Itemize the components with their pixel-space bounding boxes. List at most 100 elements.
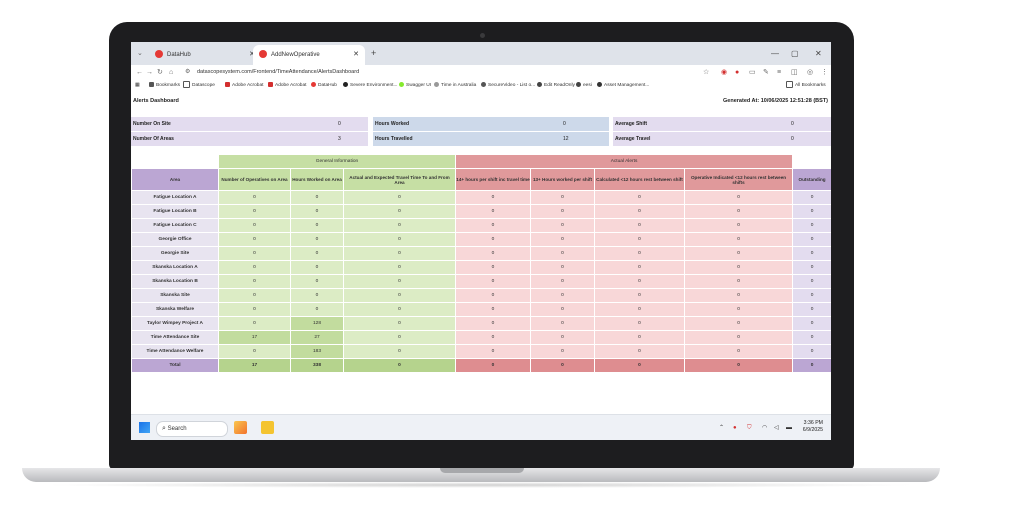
all-bookmarks[interactable]: All Bookmarks [786,80,826,92]
table-cell: 0 [455,302,531,317]
table-cell: 0 [683,246,794,261]
pen-extension-icon[interactable]: ✎ [763,69,769,76]
bookmark-adobe-acrobat-1[interactable]: Adobe Acrobat [225,80,263,92]
bookmark-severe-environment[interactable]: Severe Environment... [343,80,397,92]
table-cell: 128 [290,316,344,331]
back-icon[interactable]: ← [136,69,143,76]
bookmark-datahub[interactable]: DataHub [311,80,337,92]
area-name-cell: Skanska Location B [131,274,219,289]
table-cell: 0 [218,190,291,205]
battery-icon[interactable]: ▬ [786,425,792,431]
table-cell: 0 [455,344,531,359]
maximize-icon[interactable]: ▢ [791,49,799,58]
bookmark-edit-readonly[interactable]: Edit ReadOnly [537,80,575,92]
close-tab-icon[interactable]: ✕ [353,51,359,58]
page-content: Alerts Dashboard Generated At: 10/06/202… [131,92,831,414]
column-header-area[interactable]: Area [131,168,219,191]
column-header[interactable]: Hours Worked on Area [290,168,344,191]
home-icon[interactable]: ⌂ [169,69,174,76]
wifi-icon[interactable]: ◠ [762,425,768,431]
close-tab-icon[interactable]: ✕ [249,45,255,65]
table-cell: 0 [594,288,685,303]
table-cell: 0 [683,274,794,289]
table-cell: 17 [218,330,291,345]
table-cell: 0 [792,288,831,303]
total-cell: 0 [343,358,456,373]
summary-value: 12 [561,132,609,146]
area-name-cell: Time Attendance Welfare [131,344,219,359]
table-cell: 0 [530,218,595,233]
table-cell: 0 [594,218,685,233]
browser-menu-icon[interactable]: ⋮ [821,69,828,76]
area-name-cell: Skanska Welfare [131,302,219,317]
asset-icon [597,82,602,88]
table-cell: 0 [218,316,291,331]
bookmark-securevideo[interactable]: SecureVideo - List o... [481,80,535,92]
bookmark-star-icon[interactable]: ☆ [703,69,710,76]
chat-extension-icon[interactable]: ▭ [749,69,756,76]
new-tab-button[interactable]: + [371,48,377,58]
table-cell: 0 [218,218,291,233]
table-cell: 0 [792,302,831,317]
column-header-outstanding[interactable]: Outstanding [792,168,831,191]
tab-datahub[interactable]: DataHub ✕ [149,45,261,65]
column-header[interactable]: Actual and Expected Travel Time To and F… [343,168,456,191]
summary-value: 0 [789,117,831,131]
tray-app-icon[interactable]: ● [733,425,737,431]
table-cell: 0 [455,316,531,331]
column-header[interactable]: 13+ Hours worked per shift [530,168,595,191]
apps-grid-icon[interactable]: ▦ [135,83,140,88]
forward-icon[interactable]: → [146,69,153,76]
tray-shield-icon[interactable]: ⛉ [747,425,752,431]
screen: ⌄ DataHub ✕ AddNewOperative ✕ + — ▢ ✕ ← … [131,42,831,440]
column-header[interactable]: Calculated <12 hours rest between shift [594,168,685,191]
widgets-icon[interactable] [234,421,247,434]
tab-addnewoperative[interactable]: AddNewOperative ✕ [253,45,365,65]
opera-extension-icon[interactable]: ● [735,69,740,76]
taskbar-search[interactable]: ⌕ Search [156,421,228,437]
taskbar-clock[interactable]: 3:36 PM 6/9/2025 [802,420,823,433]
bookmark-eesi[interactable]: eesi [576,80,592,92]
url-field[interactable]: datascopesystem.com/Frontend/TimeAttenda… [197,69,360,75]
table-cell: 0 [683,190,794,205]
table-cell: 0 [530,246,595,261]
column-header[interactable]: Operative Indicated <12 hours rest betwe… [683,168,794,191]
volume-icon[interactable]: ◁ [774,425,779,431]
alerts-table: General Information Actual Alerts Area N… [131,154,831,373]
total-cell: 0 [683,358,794,373]
table-cell: 0 [218,344,291,359]
bookmark-time-in-australia[interactable]: Time in Australia [434,80,476,92]
summary-label: Average Shift [613,117,789,131]
table-row: Time Attendance Welfare 0 183 0 0 0 0 0 0 [131,344,831,359]
bookmark-bookmarks[interactable]: Bookmarks [149,80,180,92]
column-header[interactable]: 14+ hours per shift inc travel time [455,168,531,191]
side-panel-icon[interactable]: ◫ [791,69,798,76]
table-cell: 0 [792,344,831,359]
table-cell: 0 [455,274,531,289]
total-cell: 0 [455,358,531,373]
tray-chevron-icon[interactable]: ⌃ [719,425,725,431]
windows-start-icon[interactable] [139,422,150,433]
general-information-header: General Information [218,154,456,169]
bookmark-adobe-acrobat-2[interactable]: Adobe Acrobat [268,80,306,92]
close-window-icon[interactable]: ✕ [815,49,822,58]
table-cell: 0 [683,288,794,303]
column-header[interactable]: Number of Operatives on Area [218,168,291,191]
bookmark-asset-management[interactable]: Asset Management... [597,80,649,92]
tab-list-chevron-icon[interactable]: ⌄ [137,50,143,57]
site-info-icon[interactable]: ⚙ [185,69,191,75]
extension-icon[interactable]: ◉ [721,69,728,76]
page-title: Alerts Dashboard [133,98,179,104]
reload-icon[interactable]: ↻ [157,69,163,76]
bookmark-swagger-ui[interactable]: Swagger UI [399,80,431,92]
clock-icon [434,82,439,88]
menu-extension-icon[interactable]: ≡ [777,69,782,76]
table-cell: 0 [792,246,831,261]
bookmark-datascope[interactable]: Datascope [183,80,215,92]
file-explorer-icon[interactable] [261,421,274,434]
table-cell: 0 [290,218,344,233]
minimize-icon[interactable]: — [771,49,779,58]
profile-avatar[interactable]: ◎ [807,69,814,76]
table-cell: 0 [792,260,831,275]
table-cell: 0 [343,246,456,261]
